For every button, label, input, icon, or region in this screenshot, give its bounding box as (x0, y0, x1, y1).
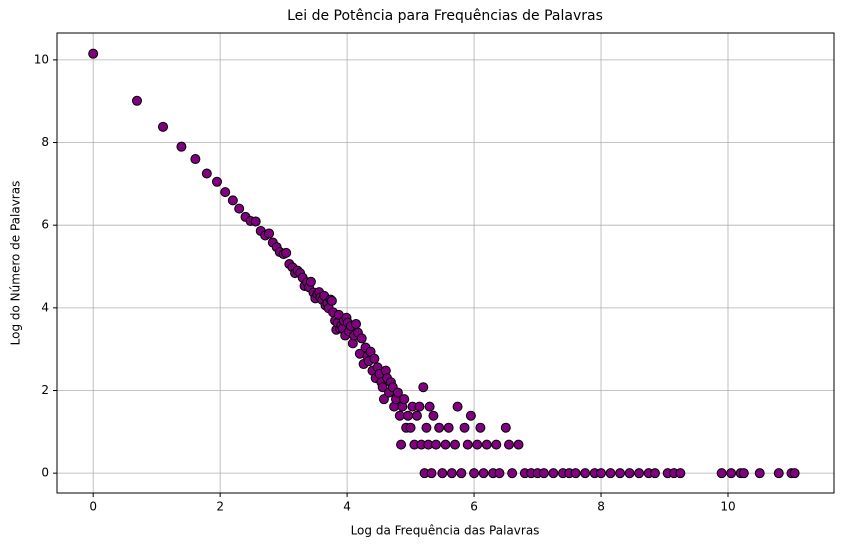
point (789, 468, 800, 479)
point (469, 468, 480, 479)
point (446, 468, 457, 479)
point (281, 247, 292, 258)
point (500, 422, 511, 433)
point (440, 439, 451, 450)
point (507, 468, 518, 479)
y-tick-label: 8 (41, 135, 49, 149)
x-tick-label: 6 (470, 500, 478, 514)
point (201, 168, 212, 179)
point (481, 439, 492, 450)
point (430, 439, 441, 450)
point (570, 468, 581, 479)
y-tick-label: 0 (41, 466, 49, 480)
point (326, 295, 337, 306)
point (414, 401, 425, 412)
point (738, 468, 749, 479)
y-tick-label: 10 (34, 52, 49, 66)
point (158, 121, 169, 132)
point (456, 468, 467, 479)
point (421, 422, 432, 433)
point (403, 410, 414, 421)
point (649, 468, 660, 479)
point (726, 468, 737, 479)
point (494, 468, 505, 479)
x-tick-label: 0 (89, 500, 97, 514)
x-tick-label: 10 (720, 500, 735, 514)
point (394, 410, 405, 421)
point (424, 401, 435, 412)
point (428, 410, 439, 421)
point (369, 353, 380, 364)
point (462, 439, 473, 450)
point (411, 410, 422, 421)
y-tick-label: 4 (41, 300, 49, 314)
point (450, 439, 461, 450)
point (472, 439, 483, 450)
point (513, 439, 524, 450)
plot-frame (56, 32, 835, 494)
point (396, 439, 407, 450)
point (624, 468, 635, 479)
point (465, 410, 476, 421)
point (377, 382, 388, 393)
point (227, 195, 238, 206)
chart-title: Lei de Potência para Frequências de Pala… (287, 8, 603, 24)
point (305, 276, 316, 287)
point (350, 318, 361, 329)
point (452, 401, 463, 412)
point (437, 468, 448, 479)
point (716, 468, 727, 479)
point (443, 422, 454, 433)
point (356, 333, 367, 344)
point (190, 154, 201, 165)
point (220, 187, 231, 198)
x-tick-label: 8 (597, 500, 605, 514)
point (605, 468, 616, 479)
point (399, 394, 410, 405)
point (131, 95, 142, 106)
point (250, 216, 261, 227)
point (754, 468, 765, 479)
x-tick-label: 4 (343, 500, 351, 514)
point (503, 439, 514, 450)
point (392, 387, 403, 398)
point (459, 422, 470, 433)
point (615, 468, 626, 479)
point (580, 468, 591, 479)
point (211, 176, 222, 187)
point (773, 468, 784, 479)
point (88, 48, 99, 59)
point (405, 422, 416, 433)
point (478, 468, 489, 479)
point (475, 422, 486, 433)
point (234, 203, 245, 214)
point (176, 141, 187, 152)
y-tick-label: 6 (41, 218, 49, 232)
point (426, 468, 437, 479)
point (491, 439, 502, 450)
x-axis-label: Log da Frequência das Palavras (351, 524, 540, 538)
point (548, 468, 559, 479)
y-tick-label: 2 (41, 383, 49, 397)
point (675, 468, 686, 479)
point (634, 468, 645, 479)
point (434, 422, 445, 433)
point (378, 394, 389, 405)
x-tick-label: 2 (216, 500, 224, 514)
point (596, 468, 607, 479)
y-axis-label: Log do Número de Palavras (9, 181, 23, 346)
point (538, 468, 549, 479)
point (264, 228, 275, 239)
point (418, 382, 429, 393)
